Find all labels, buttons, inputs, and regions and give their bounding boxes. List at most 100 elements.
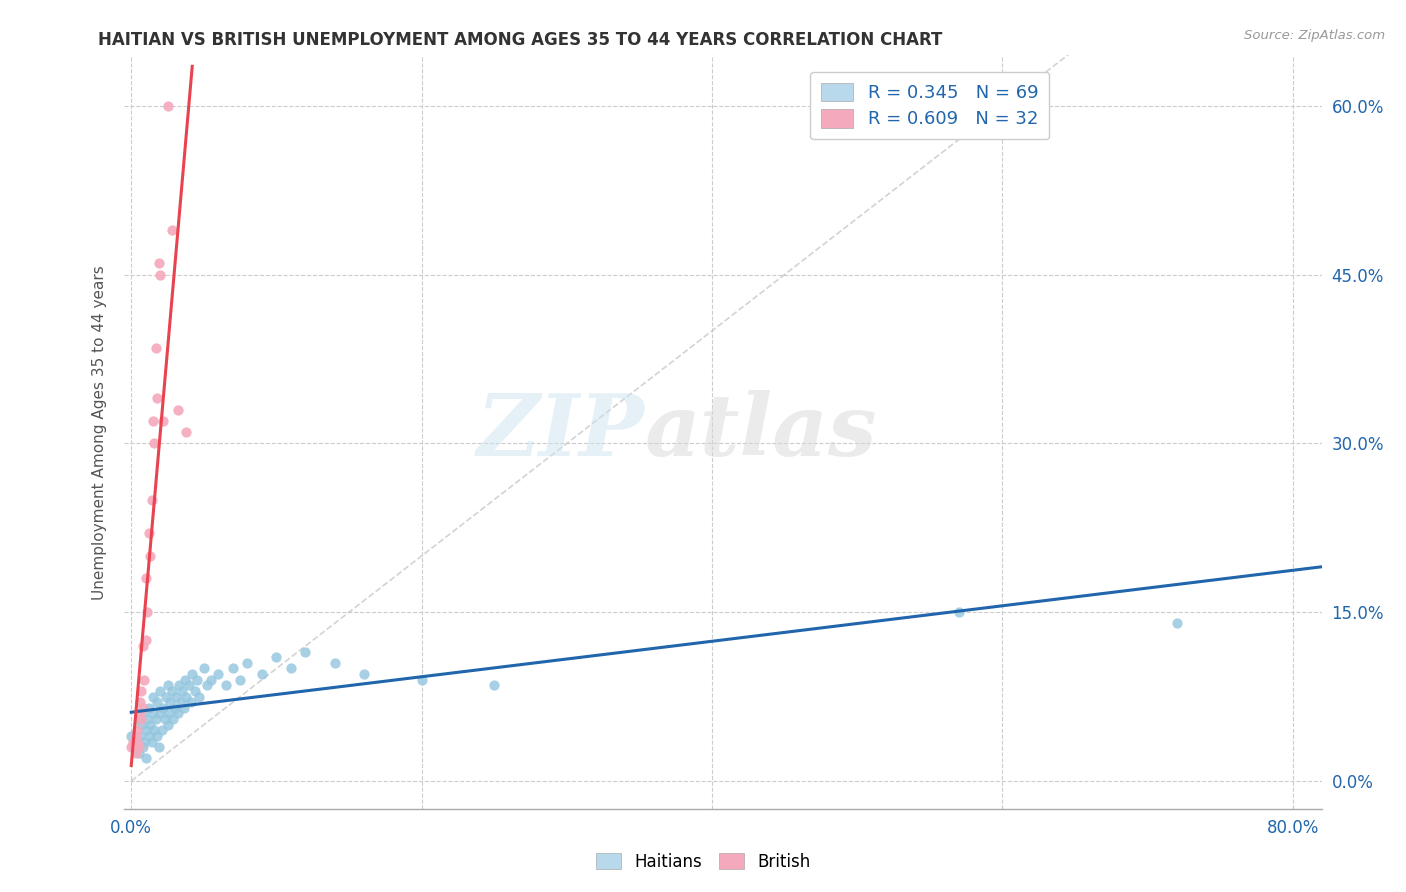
- Point: [121, 734, 143, 748]
- Point: [280, 661, 302, 675]
- Point: [150, 723, 173, 738]
- Point: [149, 706, 172, 721]
- Point: [157, 706, 180, 721]
- Point: [138, 701, 160, 715]
- Point: [149, 684, 172, 698]
- Point: [132, 706, 155, 721]
- Point: [236, 656, 259, 670]
- Point: [179, 678, 201, 692]
- Point: [122, 734, 145, 748]
- Point: [229, 673, 252, 687]
- Point: [124, 746, 146, 760]
- Point: [176, 690, 198, 704]
- Point: [176, 425, 198, 439]
- Point: [132, 639, 155, 653]
- Point: [136, 605, 159, 619]
- Point: [142, 706, 165, 721]
- Point: [186, 673, 208, 687]
- Point: [145, 712, 167, 726]
- Point: [174, 673, 197, 687]
- Point: [122, 740, 145, 755]
- Point: [141, 492, 163, 507]
- Point: [159, 695, 181, 709]
- Point: [132, 740, 155, 755]
- Point: [128, 712, 150, 726]
- Point: [153, 712, 176, 726]
- Point: [214, 678, 236, 692]
- Text: ZIP: ZIP: [477, 391, 645, 474]
- Point: [353, 667, 375, 681]
- Point: [156, 678, 179, 692]
- Point: [135, 571, 157, 585]
- Point: [135, 723, 157, 738]
- Point: [124, 729, 146, 743]
- Point: [323, 656, 346, 670]
- Point: [141, 734, 163, 748]
- Point: [129, 695, 152, 709]
- Point: [135, 751, 157, 765]
- Point: [139, 717, 162, 731]
- Point: [145, 341, 167, 355]
- Point: [169, 695, 191, 709]
- Point: [146, 392, 169, 406]
- Point: [146, 729, 169, 743]
- Point: [193, 661, 215, 675]
- Point: [138, 526, 160, 541]
- Point: [146, 695, 169, 709]
- Point: [195, 678, 218, 692]
- Point: [160, 222, 183, 236]
- Point: [160, 684, 183, 698]
- Point: [131, 684, 153, 698]
- Point: [411, 673, 433, 687]
- Text: HAITIAN VS BRITISH UNEMPLOYMENT AMONG AGES 35 TO 44 YEARS CORRELATION CHART: HAITIAN VS BRITISH UNEMPLOYMENT AMONG AG…: [98, 31, 943, 49]
- Point: [170, 684, 193, 698]
- Point: [166, 402, 188, 417]
- Text: atlas: atlas: [645, 391, 877, 474]
- Point: [128, 746, 150, 760]
- Legend: R = 0.345   N = 69, R = 0.609   N = 32: R = 0.345 N = 69, R = 0.609 N = 32: [810, 71, 1049, 139]
- Point: [222, 661, 245, 675]
- Point: [136, 712, 159, 726]
- Point: [156, 717, 179, 731]
- Point: [155, 690, 177, 704]
- Point: [128, 706, 150, 721]
- Point: [1166, 616, 1188, 631]
- Legend: Haitians, British: Haitians, British: [588, 845, 818, 880]
- Point: [125, 734, 148, 748]
- Point: [139, 549, 162, 563]
- Point: [180, 695, 202, 709]
- Point: [200, 673, 222, 687]
- Point: [188, 690, 211, 704]
- Point: [134, 734, 156, 748]
- Point: [165, 690, 187, 704]
- Point: [142, 414, 165, 428]
- Point: [120, 740, 142, 755]
- Point: [148, 740, 170, 755]
- Point: [128, 740, 150, 755]
- Point: [152, 701, 174, 715]
- Point: [142, 690, 165, 704]
- Point: [166, 706, 188, 721]
- Point: [135, 633, 157, 648]
- Point: [167, 678, 190, 692]
- Point: [148, 256, 170, 270]
- Point: [125, 723, 148, 738]
- Point: [120, 729, 142, 743]
- Point: [131, 712, 153, 726]
- Point: [173, 701, 195, 715]
- Point: [250, 667, 273, 681]
- Point: [294, 644, 316, 658]
- Point: [484, 678, 506, 692]
- Point: [163, 701, 186, 715]
- Point: [138, 729, 160, 743]
- Point: [143, 436, 166, 450]
- Point: [184, 684, 207, 698]
- Y-axis label: Unemployment Among Ages 35 to 44 years: Unemployment Among Ages 35 to 44 years: [93, 265, 107, 599]
- Point: [152, 414, 174, 428]
- Point: [266, 650, 288, 665]
- Point: [132, 701, 155, 715]
- Text: Source: ZipAtlas.com: Source: ZipAtlas.com: [1244, 29, 1385, 42]
- Point: [131, 717, 153, 731]
- Point: [143, 723, 166, 738]
- Point: [207, 667, 229, 681]
